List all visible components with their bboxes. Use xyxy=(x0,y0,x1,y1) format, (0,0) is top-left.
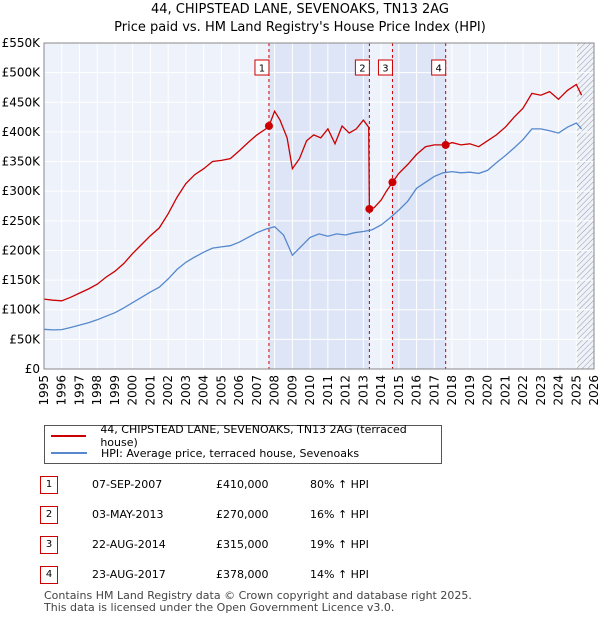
legend-swatch-hpi xyxy=(51,452,87,454)
x-tick-label: 2004 xyxy=(197,375,211,406)
chart-title: 44, CHIPSTEAD LANE, SEVENOAKS, TN13 2AG xyxy=(151,2,449,17)
y-tick-label: £250K xyxy=(2,214,42,228)
sale-number-badge: 3 xyxy=(40,536,58,554)
x-tick-label: 2023 xyxy=(534,375,548,406)
sale-label-box-2 xyxy=(354,59,370,76)
sale-price: £410,000 xyxy=(216,478,269,491)
x-tick-label: 2006 xyxy=(232,375,246,406)
sale-point-2 xyxy=(365,204,374,213)
sale-price: £270,000 xyxy=(216,508,269,521)
x-tick-label: 1997 xyxy=(72,375,86,406)
x-tick-label: 2017 xyxy=(427,375,441,406)
x-tick-label: 2024 xyxy=(552,375,566,406)
y-tick-label: £200K xyxy=(2,243,42,257)
sale-row-4: 4 23-AUG-2017 £378,000 14% ↑ HPI xyxy=(40,566,420,584)
legend-label-hpi: HPI: Average price, terraced house, Seve… xyxy=(101,446,360,460)
plot-border xyxy=(43,42,595,370)
shaded-range-2 xyxy=(392,43,446,369)
x-tick-label: 2025 xyxy=(569,375,583,406)
sale-date: 22-AUG-2014 xyxy=(92,538,166,551)
x-tick-label: 2018 xyxy=(445,375,459,406)
x-tick-label: 2010 xyxy=(303,375,317,406)
shaded-range-1 xyxy=(268,43,370,369)
x-tick-label: 2016 xyxy=(410,375,424,406)
sale-point-3 xyxy=(388,178,397,187)
x-tick-label: 2000 xyxy=(126,375,140,406)
x-tick-label: 1998 xyxy=(90,375,104,406)
y-tick-label: £350K xyxy=(2,155,42,169)
x-tick-label: 2022 xyxy=(516,375,530,406)
legend-item-hpi: HPI: Average price, terraced house, Seve… xyxy=(51,445,359,461)
sale-hpi-change: 14% ↑ HPI xyxy=(310,568,369,581)
sale-row-3: 3 22-AUG-2014 £315,000 19% ↑ HPI xyxy=(40,536,420,554)
x-tick-label: 2009 xyxy=(285,375,299,406)
sale-price: £378,000 xyxy=(216,568,269,581)
chart-legend: 44, CHIPSTEAD LANE, SEVENOAKS, TN13 2AG … xyxy=(44,423,442,464)
x-tick-label: 2012 xyxy=(339,375,353,406)
y-tick-label: £100K xyxy=(2,303,42,317)
x-tick-label: 2015 xyxy=(392,375,406,406)
sale-hpi-change: 80% ↑ HPI xyxy=(310,478,369,491)
sale-number-badge: 2 xyxy=(40,506,58,524)
forecast-hatch xyxy=(576,43,594,369)
x-tick-label: 2021 xyxy=(498,375,512,406)
sale-date: 07-SEP-2007 xyxy=(92,478,163,491)
sale-number-badge: 4 xyxy=(40,566,58,584)
legend-label-property: 44, CHIPSTEAD LANE, SEVENOAKS, TN13 2AG … xyxy=(100,423,407,449)
x-tick-label: 2001 xyxy=(143,375,157,406)
sale-price: £315,000 xyxy=(216,538,269,551)
x-tick-label: 2014 xyxy=(374,375,388,406)
sale-label-text-3: 3 xyxy=(382,64,388,75)
sale-label-box-4 xyxy=(431,59,447,76)
x-tick-label: 2005 xyxy=(214,375,228,406)
x-tick-label: 2007 xyxy=(250,375,264,406)
sale-point-4 xyxy=(441,140,450,149)
x-tick-label: 2003 xyxy=(179,375,193,406)
y-tick-label: £150K xyxy=(2,273,42,287)
x-tick-label: 2013 xyxy=(356,375,370,406)
sale-date: 23-AUG-2017 xyxy=(92,568,166,581)
x-tick-label: 2026 xyxy=(587,375,600,406)
property-series-line xyxy=(43,83,583,302)
sale-label-text-2: 2 xyxy=(359,64,365,75)
sale-date: 03-MAY-2013 xyxy=(92,508,164,521)
sale-hpi-change: 19% ↑ HPI xyxy=(310,538,369,551)
sale-label-text-1: 1 xyxy=(259,64,265,75)
footer-copyright: Contains HM Land Registry data © Crown c… xyxy=(44,589,472,602)
y-tick-label: £50K xyxy=(9,332,41,346)
sale-label-box-1 xyxy=(254,59,270,76)
x-tick-label: 1996 xyxy=(55,375,69,406)
y-tick-label: £300K xyxy=(2,184,42,198)
x-tick-label: 2019 xyxy=(463,375,477,406)
y-tick-label: £400K xyxy=(2,125,42,139)
sale-row-2: 2 03-MAY-2013 £270,000 16% ↑ HPI xyxy=(40,506,420,524)
y-tick-label: £550K xyxy=(2,36,42,50)
legend-swatch-property xyxy=(51,435,87,437)
x-tick-label: 1999 xyxy=(108,375,122,406)
x-tick-label: 1995 xyxy=(37,375,51,406)
y-tick-label: £0 xyxy=(25,362,40,376)
sale-point-1 xyxy=(264,121,273,130)
sale-number-badge: 1 xyxy=(40,476,58,494)
x-tick-label: 2008 xyxy=(268,375,282,406)
x-tick-label: 2011 xyxy=(321,375,335,406)
sale-hpi-change: 16% ↑ HPI xyxy=(310,508,369,521)
chart-subtitle: Price paid vs. HM Land Registry's House … xyxy=(114,20,486,35)
sale-row-1: 1 07-SEP-2007 £410,000 80% ↑ HPI xyxy=(40,476,420,494)
sale-label-box-3 xyxy=(377,59,393,76)
sale-label-text-4: 4 xyxy=(435,64,441,75)
y-tick-label: £500K xyxy=(2,66,42,80)
y-tick-label: £450K xyxy=(2,95,42,109)
chart-canvas: £0 £50K £100K £150K £200K £250K £300K £350K £400… xyxy=(2,36,600,406)
footer-licence: This data is licensed under the Open Gov… xyxy=(44,601,395,614)
legend-item-property: 44, CHIPSTEAD LANE, SEVENOAKS, TN13 2AG … xyxy=(51,423,441,449)
hpi-series-line xyxy=(43,122,583,331)
x-tick-label: 2002 xyxy=(161,375,175,406)
x-tick-label: 2020 xyxy=(481,375,495,406)
